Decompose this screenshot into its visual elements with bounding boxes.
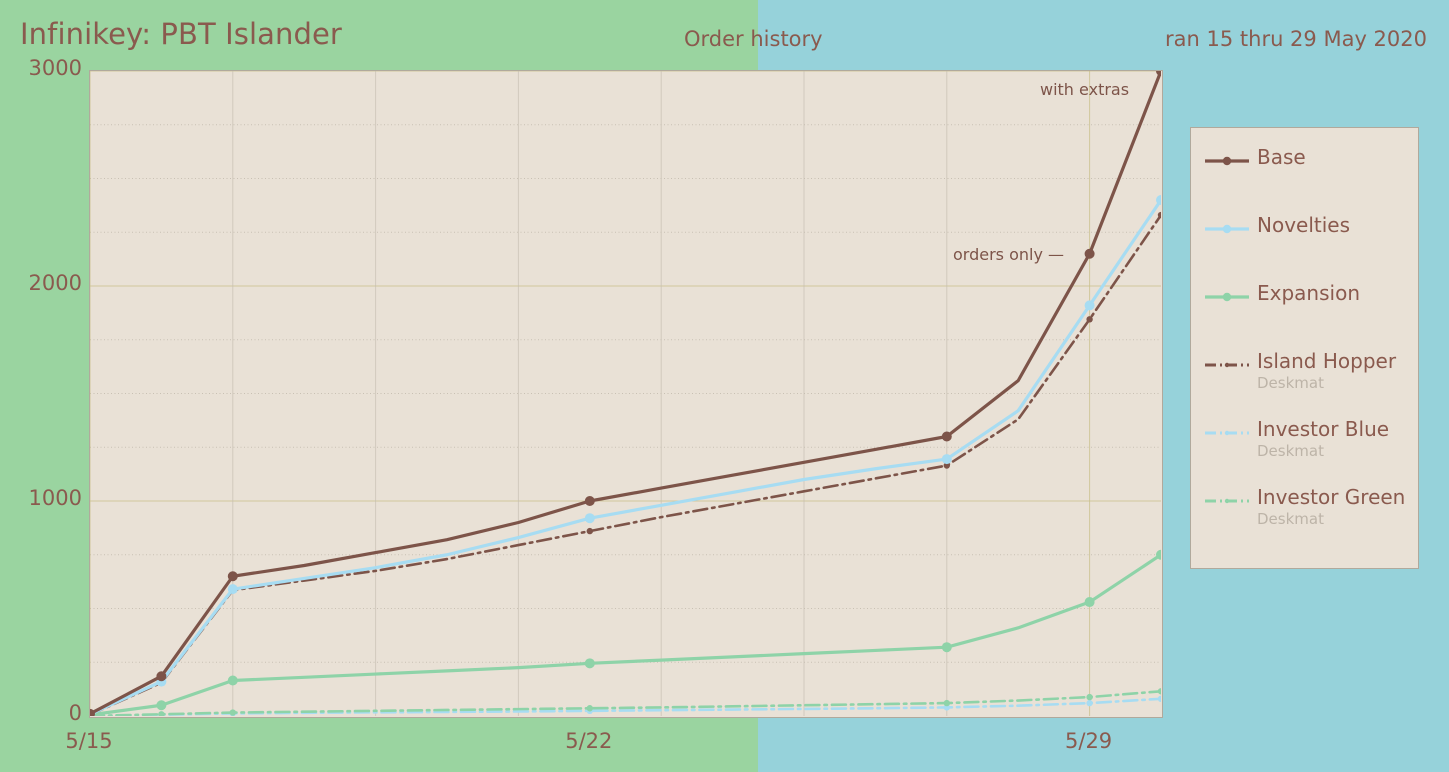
x-axis-tick-label: 5/29 <box>1065 729 1113 753</box>
data-point-marker <box>941 431 952 442</box>
data-point-marker <box>156 700 167 711</box>
page-title: Infinikey: PBT Islander <box>20 17 342 51</box>
legend-sublabel: Deskmat <box>1257 510 1324 528</box>
legend-line-swatch <box>1205 292 1249 302</box>
data-point-marker <box>90 708 95 716</box>
y-axis-tick-label: 0 <box>68 701 82 725</box>
legend-line-swatch <box>1205 498 1249 504</box>
legend-label: Island Hopper <box>1257 349 1397 373</box>
x-axis-tick-label: 5/15 <box>65 729 113 753</box>
data-point-marker <box>586 705 593 712</box>
y-axis-tick-label: 3000 <box>28 56 82 80</box>
date-range-label: ran 15 thru 29 May 2020 <box>1165 27 1427 51</box>
legend-sublabel: Deskmat <box>1257 442 1324 460</box>
legend-line-swatch <box>1205 224 1249 234</box>
chart-annotation: with extras <box>1040 80 1130 99</box>
data-point-marker <box>941 642 952 653</box>
legend-item-island-hopper[interactable]: Island Hopper Deskmat <box>1203 348 1406 416</box>
chart-legend: Base Novelties Expansion Island Hopper Deskm… <box>1190 127 1419 569</box>
legend-label: Investor Blue <box>1257 417 1390 441</box>
data-point-marker <box>1156 195 1161 205</box>
data-point-marker <box>584 496 595 506</box>
legend-item-base[interactable]: Base <box>1203 144 1406 212</box>
series-expansion <box>90 549 1161 716</box>
data-point-marker <box>943 462 950 469</box>
legend-line-swatch <box>1205 430 1249 436</box>
data-point-marker <box>229 709 236 716</box>
legend-label: Investor Green <box>1257 485 1406 509</box>
legend-item-novelties[interactable]: Novelties <box>1203 212 1406 280</box>
series-novelties <box>90 195 1161 716</box>
data-point-marker <box>227 571 238 582</box>
data-point-marker <box>156 671 167 682</box>
data-point-marker <box>1086 699 1093 707</box>
legend-label: Base <box>1257 145 1306 169</box>
series-island-hopper <box>90 211 1161 716</box>
legend-item-investor-green[interactable]: Investor Green Deskmat <box>1203 484 1406 552</box>
y-axis-tick-label: 1000 <box>28 486 82 510</box>
data-point-marker <box>584 658 595 669</box>
data-point-marker <box>584 513 595 524</box>
series-base <box>90 71 1161 716</box>
data-point-marker <box>1086 693 1093 701</box>
data-point-marker <box>1157 211 1161 219</box>
data-point-marker <box>1084 300 1095 311</box>
data-point-marker <box>227 584 238 595</box>
legend-item-investor-blue[interactable]: Investor Blue Deskmat <box>1203 416 1406 484</box>
data-point-marker <box>943 699 950 707</box>
chart-subtitle: Order history <box>684 27 823 51</box>
data-point-marker <box>1157 688 1161 695</box>
data-point-marker <box>1084 597 1095 608</box>
legend-label: Expansion <box>1257 281 1360 305</box>
legend-line-swatch <box>1205 362 1249 368</box>
plot-area <box>89 70 1163 718</box>
data-point-marker <box>227 675 238 686</box>
data-point-marker <box>1156 549 1161 560</box>
legend-sublabel: Deskmat <box>1257 374 1324 392</box>
x-axis-tick-label: 5/22 <box>565 729 613 753</box>
y-axis-tick-label: 2000 <box>28 271 82 295</box>
legend-item-expansion[interactable]: Expansion <box>1203 280 1406 348</box>
data-point-marker <box>586 527 593 535</box>
data-point-marker <box>158 711 165 716</box>
line-chart-svg <box>90 71 1161 716</box>
data-point-marker <box>1086 316 1093 323</box>
legend-line-swatch <box>1205 156 1249 166</box>
data-point-marker <box>1157 695 1161 702</box>
chart-annotation: orders only — <box>953 245 1065 264</box>
legend-label: Novelties <box>1257 213 1351 237</box>
data-point-marker <box>1084 248 1095 259</box>
data-point-marker <box>941 454 952 465</box>
data-point-marker <box>1156 71 1161 76</box>
